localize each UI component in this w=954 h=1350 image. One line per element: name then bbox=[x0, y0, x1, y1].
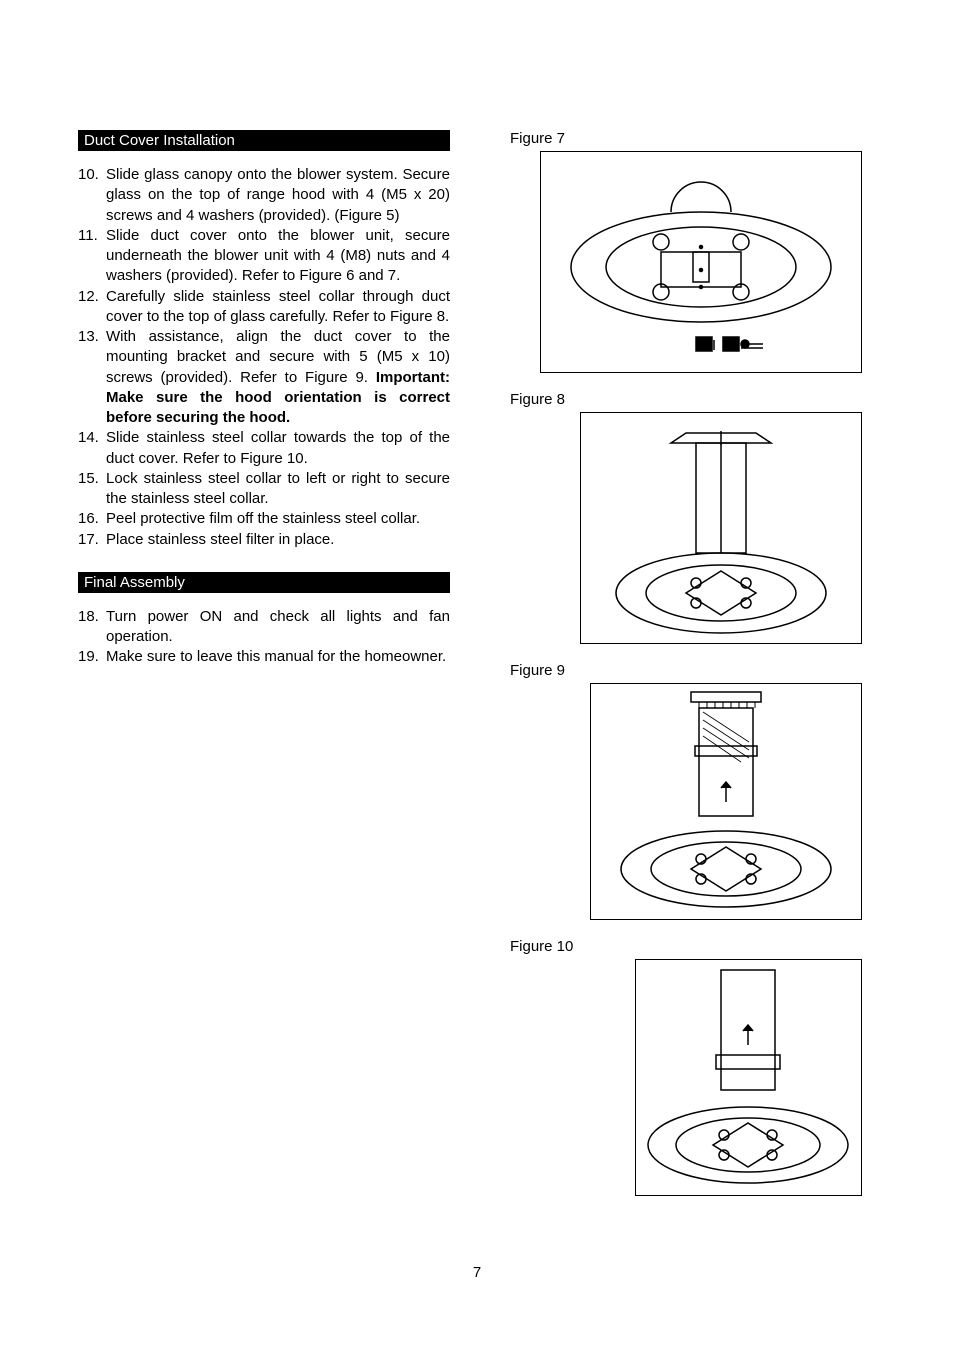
step-16: 16. Peel protective film off the stainle… bbox=[78, 509, 450, 529]
step-text: Carefully slide stainless steel collar t… bbox=[106, 287, 450, 328]
step-number: 13. bbox=[78, 327, 106, 428]
figure-10-label: Figure 10 bbox=[510, 938, 876, 955]
step-number: 10. bbox=[78, 165, 106, 226]
step-text: Slide glass canopy onto the blower syste… bbox=[106, 165, 450, 226]
step-number: 15. bbox=[78, 469, 106, 510]
page-number: 7 bbox=[0, 1264, 954, 1311]
step-number: 18. bbox=[78, 607, 106, 648]
step-number: 11. bbox=[78, 226, 106, 287]
step-number: 14. bbox=[78, 428, 106, 469]
step-text: Make sure to leave this manual for the h… bbox=[106, 647, 450, 667]
page-content: Duct Cover Installation 10. Slide glass … bbox=[0, 0, 954, 1264]
figure-9 bbox=[590, 683, 862, 920]
step-11: 11. Slide duct cover onto the blower uni… bbox=[78, 226, 450, 287]
step-number: 12. bbox=[78, 287, 106, 328]
left-column: Duct Cover Installation 10. Slide glass … bbox=[78, 130, 450, 1214]
step-14: 14. Slide stainless steel collar towards… bbox=[78, 428, 450, 469]
duct-steps-list: 10. Slide glass canopy onto the blower s… bbox=[78, 165, 450, 550]
right-column: Figure 7 bbox=[490, 130, 876, 1214]
step-13: 13. With assistance, align the duct cove… bbox=[78, 327, 450, 428]
figure-7-icon bbox=[541, 152, 861, 372]
figure-7-label: Figure 7 bbox=[510, 130, 876, 147]
step-text: Lock stainless steel collar to left or r… bbox=[106, 469, 450, 510]
step-text: With assistance, align the duct cover to… bbox=[106, 327, 450, 428]
figure-10 bbox=[635, 959, 862, 1196]
step-10: 10. Slide glass canopy onto the blower s… bbox=[78, 165, 450, 226]
figure-8-icon bbox=[581, 413, 861, 643]
final-steps-list: 18. Turn power ON and check all lights a… bbox=[78, 607, 450, 668]
figure-9-icon bbox=[591, 684, 861, 919]
step-text: Turn power ON and check all lights and f… bbox=[106, 607, 450, 648]
step-text: Slide duct cover onto the blower unit, s… bbox=[106, 226, 450, 287]
step-12: 12. Carefully slide stainless steel coll… bbox=[78, 287, 450, 328]
section-header-final: Final Assembly bbox=[78, 572, 450, 593]
figure-8 bbox=[580, 412, 862, 644]
step-19: 19. Make sure to leave this manual for t… bbox=[78, 647, 450, 667]
step-15: 15. Lock stainless steel collar to left … bbox=[78, 469, 450, 510]
step-text: Place stainless steel filter in place. bbox=[106, 530, 450, 550]
figure-10-icon bbox=[636, 960, 861, 1195]
step-17: 17. Place stainless steel filter in plac… bbox=[78, 530, 450, 550]
step-text: Peel protective film off the stainless s… bbox=[106, 509, 450, 529]
section-header-duct: Duct Cover Installation bbox=[78, 130, 450, 151]
step-text: Slide stainless steel collar towards the… bbox=[106, 428, 450, 469]
step-number: 17. bbox=[78, 530, 106, 550]
figure-7 bbox=[540, 151, 862, 373]
step-number: 16. bbox=[78, 509, 106, 529]
step-18: 18. Turn power ON and check all lights a… bbox=[78, 607, 450, 648]
figure-8-label: Figure 8 bbox=[510, 391, 876, 408]
figure-9-label: Figure 9 bbox=[510, 662, 876, 679]
step-number: 19. bbox=[78, 647, 106, 667]
